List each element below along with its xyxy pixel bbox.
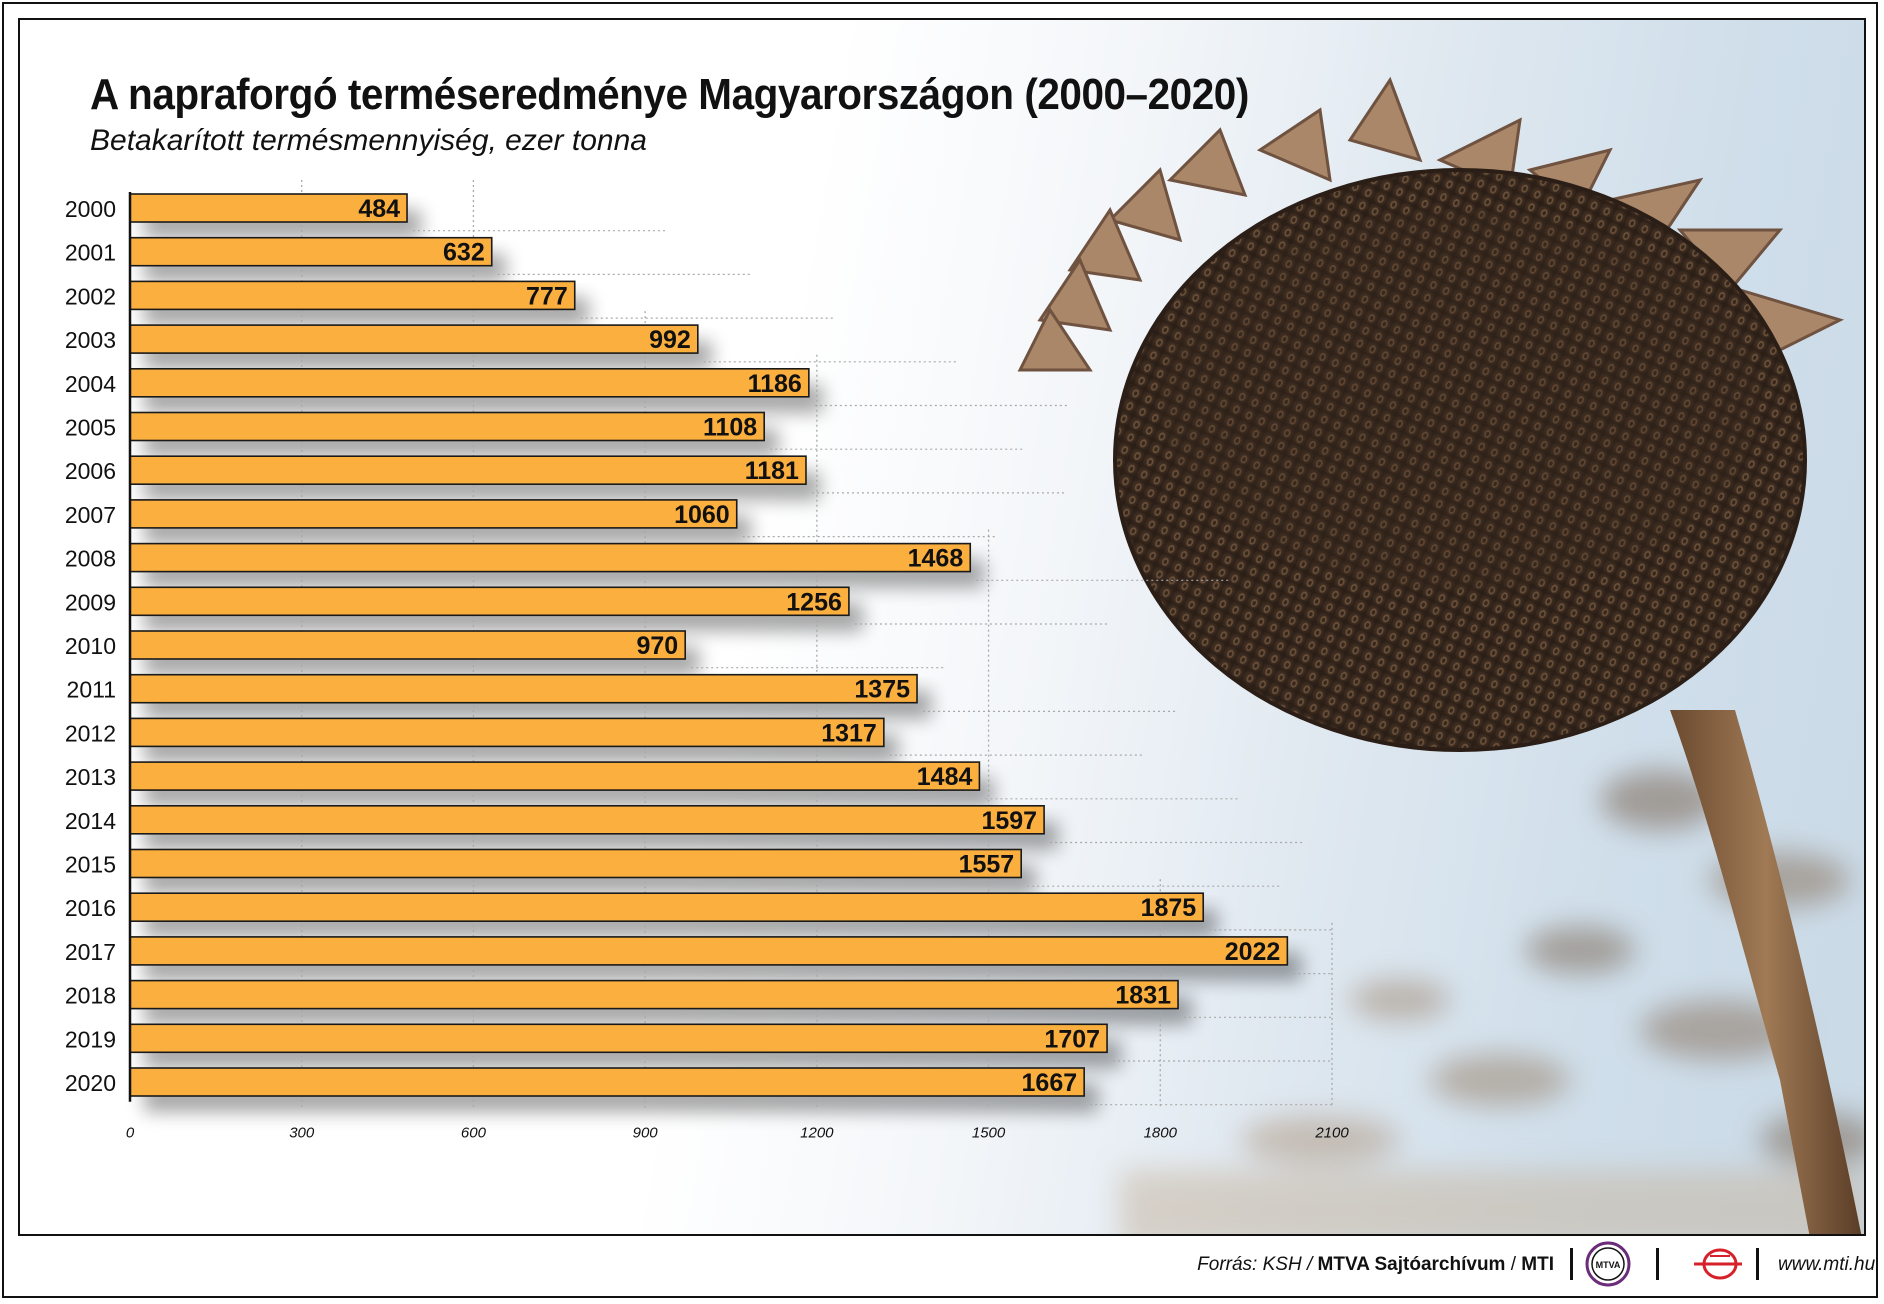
bar	[129, 761, 981, 791]
year-label: 2010	[65, 633, 116, 659]
bar	[129, 455, 807, 486]
year-label: 2008	[65, 546, 116, 572]
footer: Forrás: KSH / MTVA Sajtóarchívum / MTI M…	[0, 1240, 1884, 1296]
year-label: 2016	[65, 895, 116, 921]
year-label: 2002	[65, 283, 116, 309]
year-label: 2017	[65, 939, 116, 965]
bar	[129, 280, 576, 311]
year-label: 2011	[67, 677, 116, 703]
website-link[interactable]: www.mti.hu	[1778, 1254, 1876, 1275]
bar	[129, 367, 810, 398]
bar	[129, 717, 885, 748]
mtva-logo-text: MTVA	[1596, 1260, 1621, 1270]
x-tick-label: 1200	[800, 1125, 834, 1142]
bar	[129, 892, 1205, 923]
infographic-panel: A napraforgó terméseredménye Magyarorszá…	[18, 18, 1866, 1236]
x-tick-label: 0	[126, 1125, 135, 1142]
footer-divider	[1756, 1248, 1759, 1280]
bar-value-label: 1186	[748, 370, 802, 398]
chart-subtitle: Betakarított termésmennyiség, ezer tonna	[90, 124, 647, 157]
source-prefix: Forrás: KSH /	[1197, 1254, 1318, 1275]
bar-value-label: 632	[443, 239, 485, 267]
bar	[129, 586, 850, 617]
year-label: 2013	[65, 764, 116, 790]
year-label: 2014	[65, 808, 116, 834]
bar-value-label: 1468	[908, 545, 964, 573]
bar-value-label: 1484	[917, 763, 973, 791]
bar-value-label: 992	[649, 326, 691, 354]
bar-value-label: 1707	[1044, 1025, 1100, 1053]
source-archive: MTVA Sajtóarchívum	[1317, 1254, 1506, 1275]
mtva-logo-icon: MTVA	[1585, 1241, 1631, 1287]
x-tick-label: 300	[289, 1125, 315, 1142]
bar-value-label: 1667	[1022, 1069, 1078, 1097]
bar	[129, 542, 972, 573]
year-label: 2019	[65, 1026, 116, 1052]
bar	[129, 979, 1179, 1010]
bar-value-label: 1375	[854, 676, 910, 704]
bar-value-label: 970	[636, 632, 678, 660]
year-label: 2007	[65, 502, 116, 528]
bar	[129, 324, 699, 354]
bar-value-label: 1597	[981, 807, 1037, 835]
bar-value-label: 1060	[674, 501, 730, 529]
mti-logo-icon	[1694, 1248, 1742, 1280]
bar	[129, 499, 738, 529]
x-tick-label: 1800	[1144, 1125, 1178, 1142]
year-label: 2001	[65, 240, 116, 266]
bar	[129, 936, 1289, 966]
bar-value-label: 1875	[1141, 894, 1197, 922]
x-tick-label: 900	[633, 1125, 659, 1142]
year-label: 2015	[65, 852, 116, 878]
x-tick-label: 2100	[1314, 1125, 1349, 1142]
year-label: 2006	[65, 458, 116, 484]
bar	[129, 848, 1022, 879]
source-agency: MTI	[1521, 1254, 1554, 1275]
bar-value-label: 2022	[1225, 938, 1281, 966]
bar	[129, 411, 765, 442]
bar-value-label: 1317	[821, 719, 877, 747]
bar	[129, 673, 918, 704]
bar-value-label: 777	[526, 282, 568, 310]
bar	[129, 1023, 1108, 1054]
x-tick-label: 600	[461, 1125, 487, 1142]
year-label: 2018	[65, 983, 116, 1009]
bar-value-label: 1181	[745, 457, 799, 485]
bar	[129, 236, 493, 267]
bar-chart: 484 632 777 992 1186 1108 1181 1060 1468 1256 970 1…	[65, 180, 1349, 1142]
year-label: 2012	[65, 720, 116, 746]
year-label: 2020	[65, 1070, 116, 1096]
year-label: 2009	[65, 589, 116, 615]
bar-value-label: 1256	[786, 588, 842, 616]
bar-value-label: 1108	[703, 414, 757, 442]
year-label: 2005	[65, 415, 116, 441]
footer-divider	[1656, 1248, 1659, 1280]
bar	[129, 804, 1045, 835]
bar-value-label: 1831	[1115, 982, 1171, 1010]
x-tick-label: 1500	[972, 1125, 1006, 1142]
bar-value-label: 484	[358, 195, 400, 223]
bar-value-label: 1557	[959, 851, 1015, 879]
bar	[129, 1067, 1085, 1097]
bar	[129, 193, 408, 223]
bar	[129, 630, 687, 660]
footer-divider	[1570, 1248, 1573, 1280]
source-credit: Forrás: KSH / MTVA Sajtóarchívum / MTI	[1197, 1254, 1554, 1276]
year-label: 2000	[65, 196, 116, 222]
source-separator: /	[1505, 1254, 1522, 1275]
year-label: 2003	[65, 327, 116, 353]
year-label: 2004	[65, 371, 116, 397]
chart-title: A napraforgó terméseredménye Magyarorszá…	[90, 70, 1249, 119]
sunflower-photo	[1017, 76, 1864, 1234]
